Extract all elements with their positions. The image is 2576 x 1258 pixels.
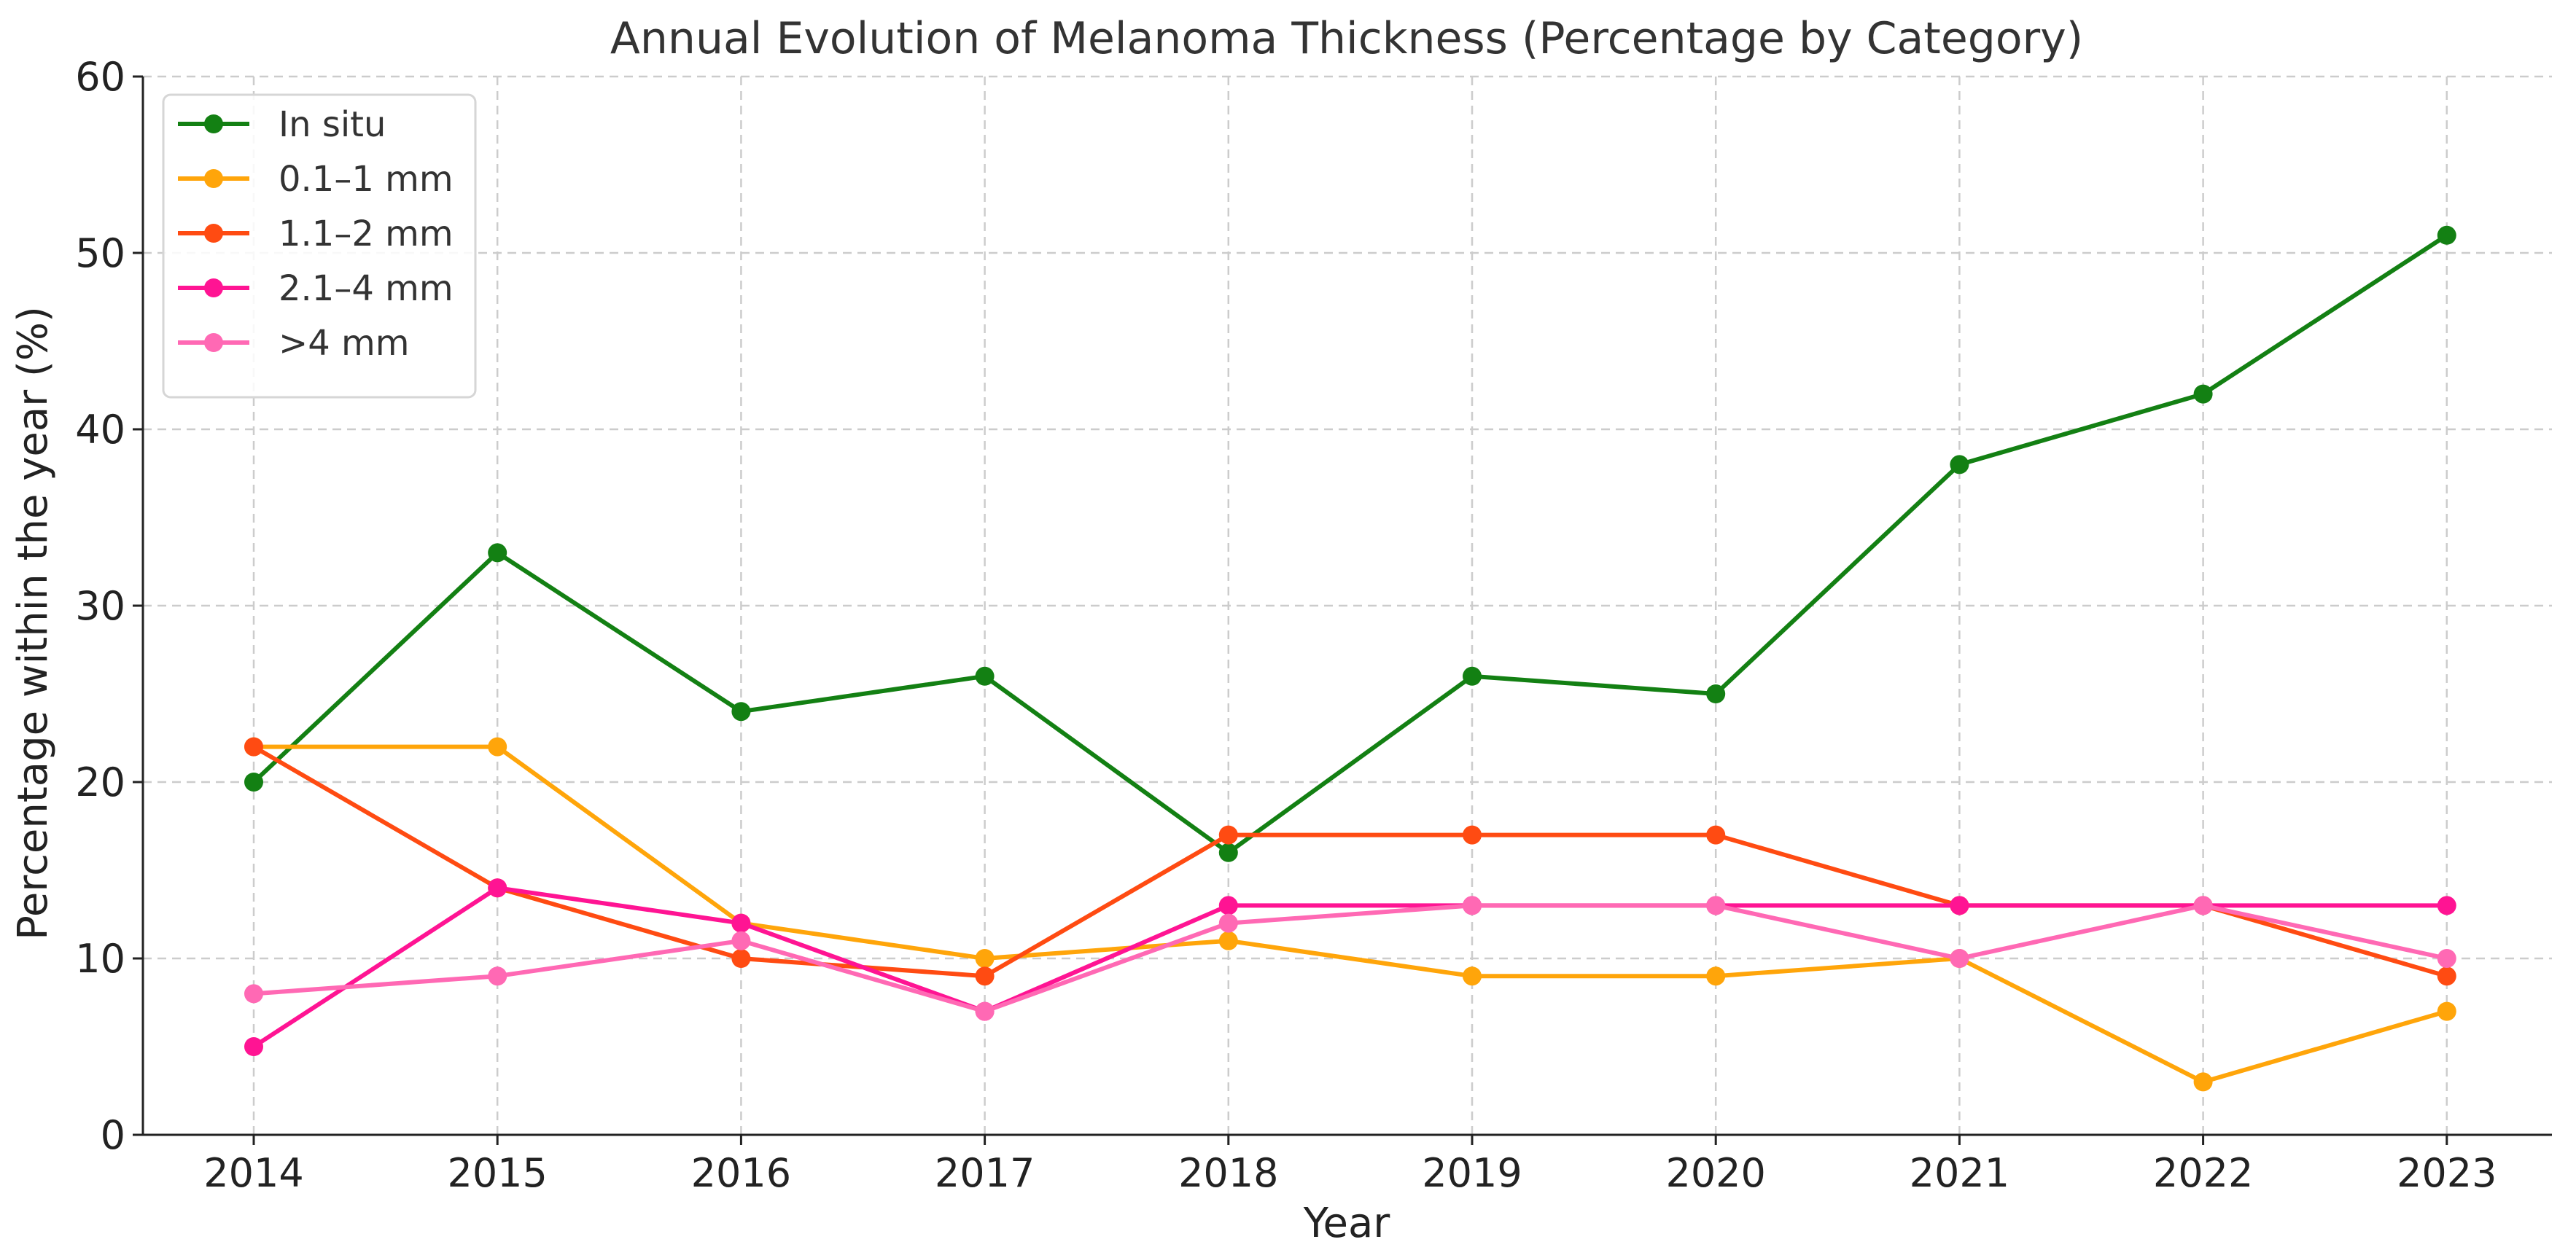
grid <box>143 75 2552 1135</box>
data-point-0-1-1-mm <box>2437 1001 2456 1021</box>
data-point-in-situ <box>2437 225 2456 245</box>
data-point-4-mm <box>731 931 751 950</box>
data-point-2-1-4-mm <box>488 878 507 898</box>
data-point-0-1-1-mm <box>2193 1072 2213 1092</box>
legend-item: In situ <box>178 104 386 145</box>
x-tick-label: 2021 <box>1910 1150 2009 1196</box>
data-point-2-1-4-mm <box>2437 896 2456 915</box>
data-point-4-mm <box>1706 896 1726 915</box>
x-tick-label: 2018 <box>1178 1150 1278 1196</box>
data-point-1-1-2-mm <box>1706 825 1726 845</box>
legend-box <box>162 93 477 399</box>
legend: In situ 0.1–1 mm 1.1–2 mm 2.1–4 mm >4 mm <box>162 93 477 399</box>
series-4-mm <box>244 896 2456 1021</box>
axes <box>133 75 2552 1145</box>
data-point-in-situ <box>731 702 751 722</box>
data-point-1-1-2-mm <box>1463 825 1482 845</box>
data-point-4-mm <box>2437 949 2456 968</box>
data-point-1-1-2-mm <box>244 737 263 757</box>
legend-swatch-marker <box>204 114 223 133</box>
x-tick-label: 2017 <box>935 1150 1035 1196</box>
legend-item: >4 mm <box>178 323 410 364</box>
data-point-4-mm <box>244 984 263 1004</box>
y-tick-label: 30 <box>75 583 125 629</box>
data-point-in-situ <box>1218 843 1238 862</box>
series-line-0-1-1-mm <box>252 744 2449 1085</box>
data-point-4-mm <box>975 1001 995 1021</box>
legend-swatch-marker <box>204 169 223 188</box>
legend-item: 2.1–4 mm <box>178 268 454 309</box>
x-tick-label: 2019 <box>1422 1150 1522 1196</box>
y-tick-label: 10 <box>75 936 125 982</box>
legend-swatch-marker <box>204 278 223 297</box>
y-axis-label: Percentage within the year (%) <box>9 306 57 940</box>
data-point-0-1-1-mm <box>1218 931 1238 950</box>
data-point-0-1-1-mm <box>1706 966 1726 986</box>
legend-swatch-marker <box>204 224 223 243</box>
data-point-2-1-4-mm <box>244 1037 263 1056</box>
series-group <box>244 225 2456 1092</box>
data-point-1-1-2-mm <box>2437 966 2456 986</box>
legend-swatch-marker <box>204 333 223 352</box>
data-point-in-situ <box>1706 684 1726 703</box>
y-tick-label: 40 <box>75 407 125 453</box>
x-tick-label: 2020 <box>1665 1150 1765 1196</box>
data-point-0-1-1-mm <box>975 949 995 968</box>
data-point-in-situ <box>1463 666 1482 686</box>
legend-label: In situ <box>279 104 386 145</box>
x-tick-label: 2015 <box>447 1150 547 1196</box>
data-point-0-1-1-mm <box>488 737 507 757</box>
legend-label: 2.1–4 mm <box>279 268 454 309</box>
legend-item: 1.1–2 mm <box>178 214 454 254</box>
data-point-in-situ <box>2193 384 2213 404</box>
y-tick-label: 60 <box>75 54 125 100</box>
chart-title: Annual Evolution of Melanoma Thickness (… <box>610 13 2083 64</box>
legend-label: 1.1–2 mm <box>279 214 454 254</box>
data-point-in-situ <box>244 773 263 792</box>
series-line-in-situ <box>252 233 2449 855</box>
x-axis-label: Year <box>1303 1200 1391 1247</box>
data-point-0-1-1-mm <box>1463 966 1482 986</box>
series-line-2-1-4-mm <box>252 886 2449 1049</box>
y-tick-label: 20 <box>75 759 125 805</box>
data-point-4-mm <box>1463 896 1482 915</box>
x-tick-label: 2023 <box>2397 1150 2497 1196</box>
data-point-1-1-2-mm <box>1218 825 1238 845</box>
series-line-4-mm <box>252 903 2449 1014</box>
data-point-in-situ <box>488 543 507 563</box>
data-point-in-situ <box>1950 455 1969 474</box>
series-in-situ <box>244 225 2456 862</box>
data-point-4-mm <box>2193 896 2213 915</box>
data-point-1-1-2-mm <box>731 949 751 968</box>
tick-labels: 0 10 20 30 40 50 60 2014 2015 2016 2017 2018 2019 202… <box>75 54 2497 1196</box>
data-point-2-1-4-mm <box>1218 896 1238 915</box>
data-point-4-mm <box>1218 913 1238 933</box>
x-tick-label: 2022 <box>2153 1150 2253 1196</box>
data-point-4-mm <box>1950 949 1969 968</box>
legend-label: 0.1–1 mm <box>279 159 454 200</box>
legend-item: 0.1–1 mm <box>178 159 454 200</box>
data-point-1-1-2-mm <box>975 966 995 986</box>
data-point-2-1-4-mm <box>1950 896 1969 915</box>
x-tick-label: 2016 <box>691 1150 791 1196</box>
x-tick-label: 2014 <box>203 1150 303 1196</box>
data-point-in-situ <box>975 666 995 686</box>
legend-label: >4 mm <box>279 323 410 364</box>
data-point-4-mm <box>488 966 507 986</box>
y-tick-label: 0 <box>101 1112 125 1158</box>
y-tick-label: 50 <box>75 230 125 276</box>
data-point-2-1-4-mm <box>731 913 751 933</box>
